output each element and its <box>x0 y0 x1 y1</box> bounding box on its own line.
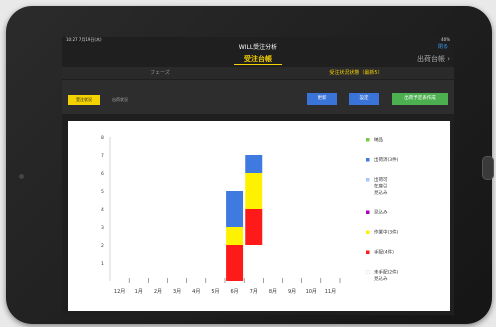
y-tick-label: 6 <box>101 171 104 177</box>
stacked-bar-chart: 1 2 3 4 5 6 7 8 12月 1月 2月 3月 4月 5月 6月 7月 8月 9月 10月 11月 納品出荷済… <box>101 135 399 295</box>
camera-dot <box>19 174 24 179</box>
y-tick-label: 4 <box>101 207 104 213</box>
nav-bar: 受注台帳 出荷台帳 › <box>62 53 454 66</box>
tablet-frame: 10:27 7月19日(木) 40% WILL受注分析 閉る 受注台帳 出荷台帳… <box>6 6 494 324</box>
toggle-shipping-status[interactable]: 出荷状況 <box>112 97 128 102</box>
legend-swatch <box>366 230 370 234</box>
segment-phase[interactable]: フェーズ <box>150 70 170 76</box>
x-tick-label: 1月 <box>135 289 143 295</box>
bar-segment <box>245 209 263 245</box>
refresh-button[interactable]: 更新 <box>307 93 337 105</box>
x-tick-label: 11月 <box>325 289 336 295</box>
legend-label: 作業中(3件) <box>374 229 399 236</box>
legend-label: 出荷可 <box>374 176 388 183</box>
x-tick-label: 12月 <box>114 289 125 295</box>
status-bar: 10:27 7月19日(木) 40% <box>62 37 454 43</box>
title-underline <box>234 64 282 65</box>
x-tick-label: 8月 <box>269 289 277 295</box>
x-tick-label: 4月 <box>192 289 200 295</box>
y-tick-label: 3 <box>101 225 104 231</box>
legend-label: 納品 <box>374 136 383 143</box>
nav-link-shipping[interactable]: 出荷台帳 › <box>416 55 450 63</box>
page-title: 受注台帳 <box>62 53 454 66</box>
y-tick-label: 1 <box>101 261 104 267</box>
bar-segment <box>245 155 263 173</box>
bar-segment <box>226 191 244 227</box>
legend-swatch <box>366 158 370 162</box>
x-tick-label: 2月 <box>154 289 162 295</box>
legend-label: 未手配(2件) <box>374 269 399 276</box>
legend-swatch <box>365 270 370 275</box>
close-button[interactable]: 閉る <box>437 44 448 50</box>
home-button[interactable] <box>482 156 494 180</box>
chart-panel: 1 2 3 4 5 6 7 8 12月 1月 2月 3月 4月 5月 6月 7月 8月 9月 10月 11月 納品出荷済… <box>68 121 450 311</box>
y-tick-label: 2 <box>101 243 104 249</box>
x-tick-label: 3月 <box>173 289 181 295</box>
bar-segment <box>226 245 244 281</box>
legend-label: 見込み <box>374 209 388 216</box>
legend-label: 手配(4件) <box>374 249 394 256</box>
status-time: 10:27 7月19日(木) <box>66 37 102 42</box>
y-tick-label: 5 <box>101 189 104 195</box>
bar-segment <box>245 245 263 281</box>
create-shipping-plan-button[interactable]: 出荷予定表作成 <box>392 93 448 105</box>
settings-button[interactable]: 設定 <box>349 93 379 105</box>
x-tick-label: 5月 <box>211 289 219 295</box>
legend-label: 見込み <box>374 189 388 196</box>
toolbar: 受注状況 出荷状況 更新 設定 出荷予定表作成 <box>62 80 454 114</box>
y-tick-label: 7 <box>101 153 104 159</box>
legend-swatch <box>366 178 370 182</box>
legend-label: 出荷済(3件) <box>374 156 399 163</box>
toggle-order-status[interactable]: 受注状況 <box>68 95 100 105</box>
x-tick-label: 7月 <box>250 289 258 295</box>
legend-swatch <box>366 250 370 254</box>
x-tick-label: 6月 <box>230 289 238 295</box>
legend-swatch <box>366 210 370 214</box>
bar-segment <box>226 227 244 245</box>
app-screen: 10:27 7月19日(木) 40% WILL受注分析 閉る 受注台帳 出荷台帳… <box>62 37 454 315</box>
app-title: WILL受注分析 <box>238 44 278 51</box>
legend-swatch <box>366 138 370 142</box>
x-tick-label: 10月 <box>306 289 317 295</box>
x-tick-label: 9月 <box>288 289 296 295</box>
legend-label: 見込み <box>374 275 388 282</box>
segment-order-status[interactable]: 受注状況状態（最新5） <box>329 70 383 76</box>
app-title-bar: WILL受注分析 閉る <box>62 42 454 53</box>
bar-segment <box>245 173 263 209</box>
battery-indicator: 40% <box>441 37 450 42</box>
legend-label: 在庫引 <box>374 183 388 190</box>
segment-control: フェーズ 受注状況状態（最新5） <box>62 67 454 79</box>
y-tick-label: 8 <box>101 135 104 141</box>
